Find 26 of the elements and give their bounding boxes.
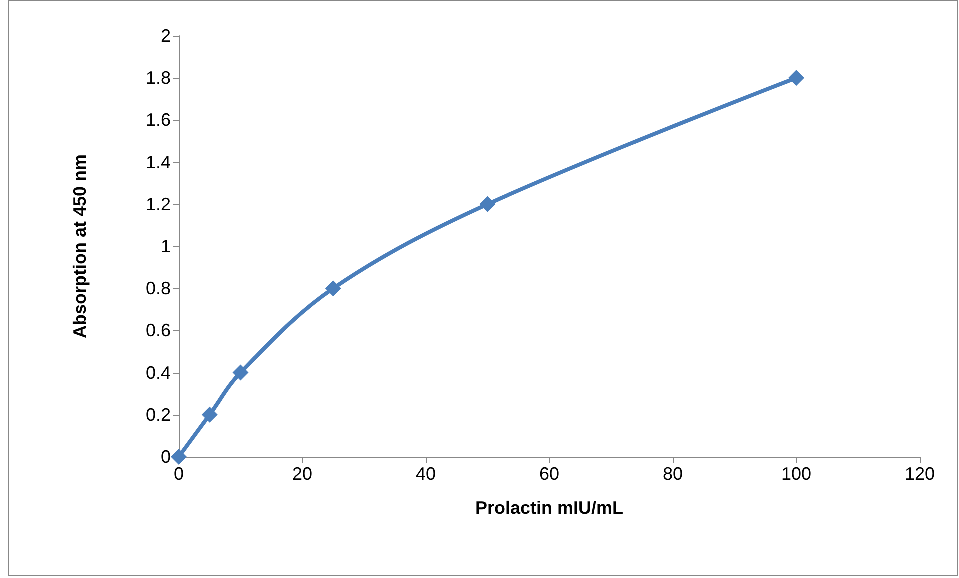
x-tick-label: 120 [904,464,936,484]
y-tick-label: 2 [160,26,171,46]
point [480,196,496,212]
point [325,280,342,297]
y-tick-label: 1 [160,236,171,256]
y-tick-label: 0.2 [146,404,171,425]
y-tick-label: 0.4 [146,362,171,383]
y-tick-label: 0.6 [146,320,171,341]
y-tick-label: 1.2 [146,194,171,214]
x-tick-label: 20 [292,464,313,484]
x-axis-title: Prolactin mIU/mL [475,498,624,518]
y-axis-title: Absorption at 450 nm [70,154,90,339]
point [171,449,187,465]
y-tick-label: 1.4 [146,152,171,172]
x-tick-label: 60 [539,464,560,484]
x-tick-label: 0 [174,464,184,484]
point [202,406,218,423]
x-tick-label: 100 [781,464,812,484]
point [232,364,249,381]
x-tick-label: 40 [416,464,436,484]
y-tick-label: 0 [160,447,171,467]
y-tick-label: 0.8 [146,278,171,299]
x-tick-label: 80 [662,464,684,484]
y-tick-label: 1.8 [146,68,171,88]
y-tick-label: 1.6 [146,110,171,130]
point [788,70,804,86]
